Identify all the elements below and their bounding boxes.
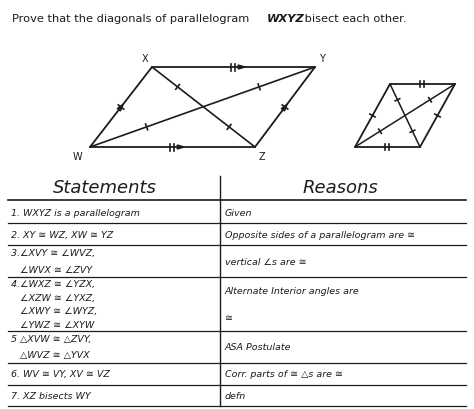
Text: ∠YWZ ≅ ∠XYW: ∠YWZ ≅ ∠XYW bbox=[11, 320, 94, 329]
Text: △WVZ ≅ △YVX: △WVZ ≅ △YVX bbox=[11, 351, 90, 360]
Text: 4.∠WXZ ≅ ∠YZX,: 4.∠WXZ ≅ ∠YZX, bbox=[11, 280, 95, 289]
Text: 3.∠XVY ≅ ∠WVZ,: 3.∠XVY ≅ ∠WVZ, bbox=[11, 249, 95, 258]
Text: Reasons: Reasons bbox=[302, 179, 378, 196]
Text: vertical ∠s are ≅: vertical ∠s are ≅ bbox=[225, 257, 307, 266]
Text: W: W bbox=[73, 152, 82, 162]
Text: 1. WXYZ is a parallelogram: 1. WXYZ is a parallelogram bbox=[11, 209, 140, 218]
Polygon shape bbox=[177, 146, 184, 150]
Text: Given: Given bbox=[225, 209, 253, 218]
Text: Prove that the diagonals of parallelogram: Prove that the diagonals of parallelogra… bbox=[12, 14, 253, 24]
Text: ∠XZW ≅ ∠YXZ,: ∠XZW ≅ ∠YXZ, bbox=[11, 293, 95, 302]
Text: Alternate Interior angles are: Alternate Interior angles are bbox=[225, 286, 360, 295]
Text: 5 △XVW ≅ △ZVY,: 5 △XVW ≅ △ZVY, bbox=[11, 335, 91, 344]
Polygon shape bbox=[281, 105, 287, 112]
Text: 2. XY ≅ WZ, XW ≅ YZ: 2. XY ≅ WZ, XW ≅ YZ bbox=[11, 230, 113, 239]
Text: 6. WV ≅ VY, XV ≅ VZ: 6. WV ≅ VY, XV ≅ VZ bbox=[11, 369, 110, 378]
Text: ∠XWY ≅ ∠WYZ,: ∠XWY ≅ ∠WYZ, bbox=[11, 306, 97, 315]
Text: ≅: ≅ bbox=[225, 313, 233, 322]
Polygon shape bbox=[238, 66, 245, 70]
Text: Statements: Statements bbox=[53, 179, 157, 196]
Polygon shape bbox=[117, 105, 123, 112]
Text: Opposite sides of a parallelogram are ≅: Opposite sides of a parallelogram are ≅ bbox=[225, 230, 415, 239]
Text: defn: defn bbox=[225, 391, 246, 400]
Text: X: X bbox=[141, 54, 148, 64]
Text: WXYZ: WXYZ bbox=[267, 14, 305, 24]
Text: 7. XZ bisects WY: 7. XZ bisects WY bbox=[11, 391, 91, 400]
Text: ASA Postulate: ASA Postulate bbox=[225, 343, 292, 352]
Text: Corr. parts of ≅ △s are ≅: Corr. parts of ≅ △s are ≅ bbox=[225, 369, 343, 378]
Text: bisect each other.: bisect each other. bbox=[301, 14, 407, 24]
Text: Y: Y bbox=[319, 54, 325, 64]
Text: ∠WVX ≅ ∠ZVY: ∠WVX ≅ ∠ZVY bbox=[11, 265, 92, 274]
Text: Z: Z bbox=[259, 152, 265, 162]
